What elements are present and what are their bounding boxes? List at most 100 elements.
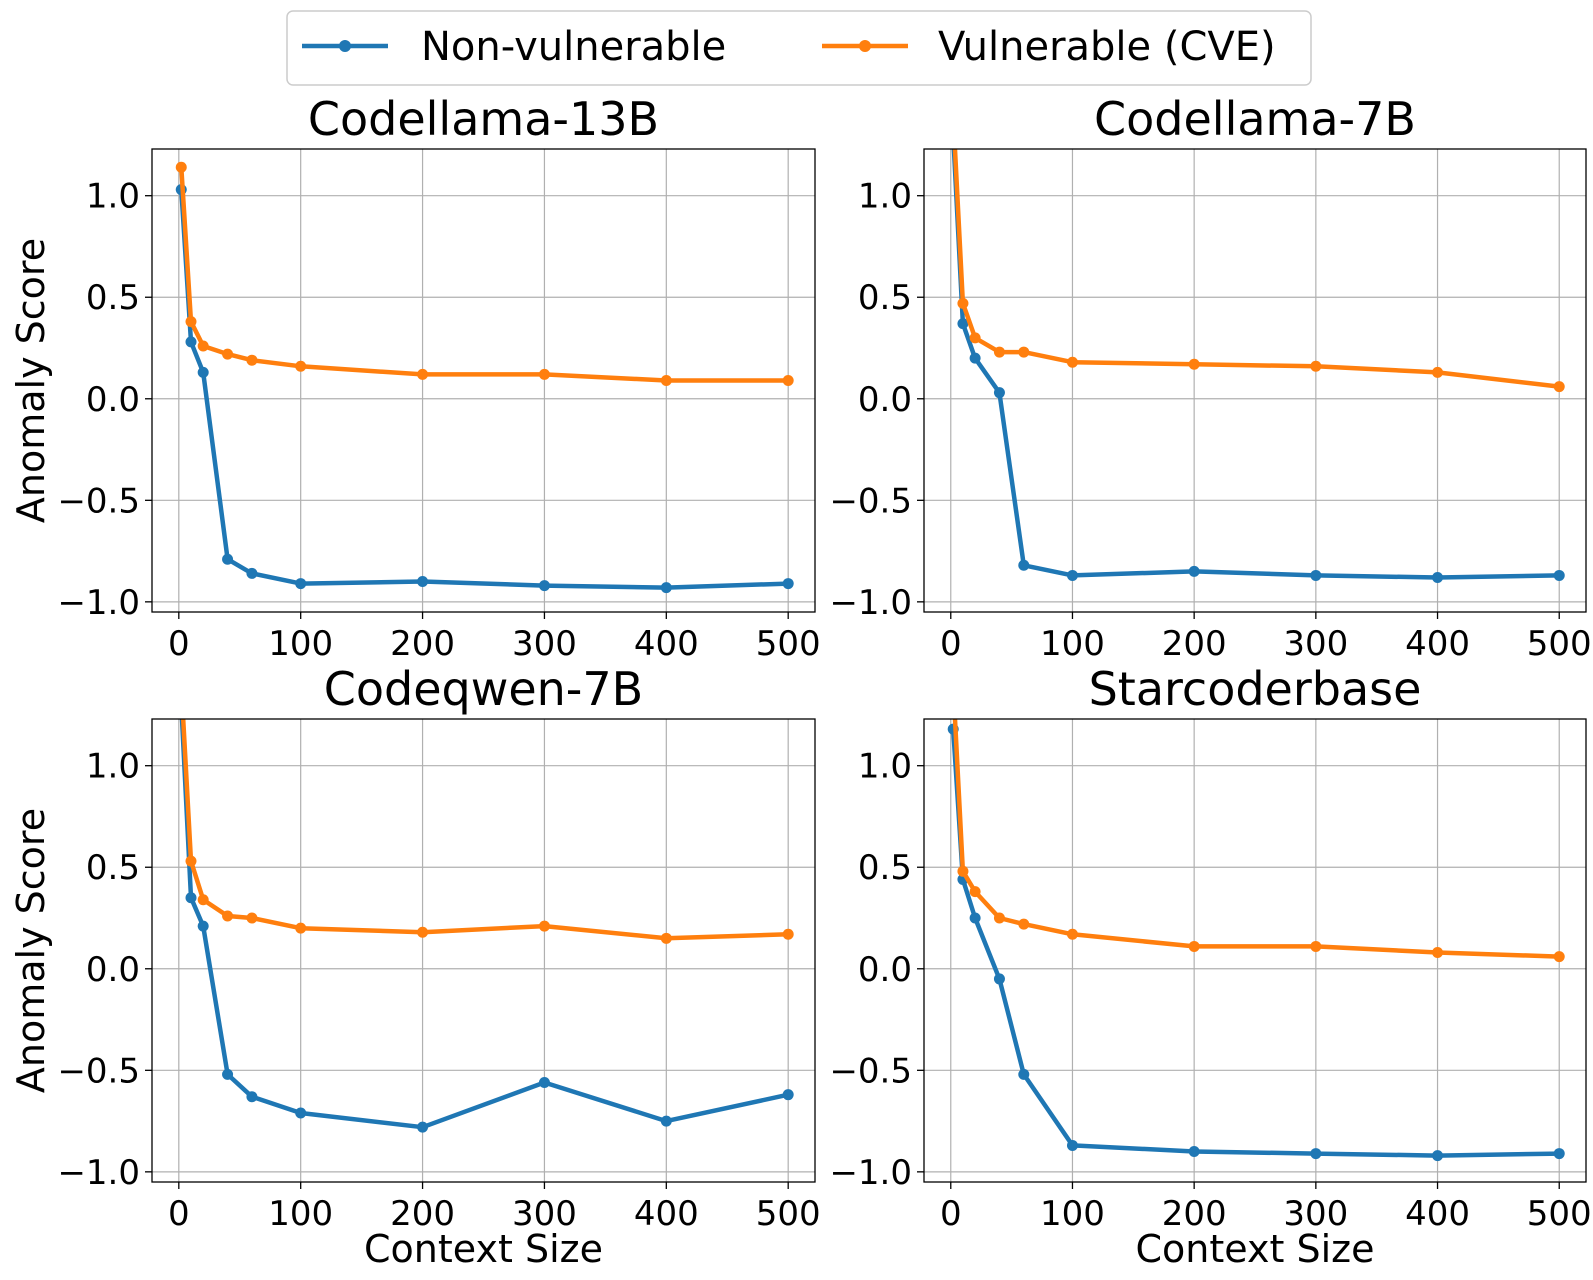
y-tick-label: −1.0 — [829, 583, 912, 623]
y-tick-label: −0.5 — [829, 1051, 912, 1091]
subplot-starcoderbase: 0 100 200 300 400 500 −1.0 −0.5 0.0 0.5 1.0 Starcod… — [829, 662, 1591, 1271]
y-tick-label: −0.5 — [829, 481, 912, 521]
data-point-non-vulnerable — [660, 1115, 672, 1127]
x-tick-label: 100 — [268, 624, 333, 664]
data-point-vulnerable-cve — [176, 679, 187, 690]
data-point-vulnerable-cve — [993, 912, 1005, 924]
data-point-vulnerable-cve — [295, 360, 307, 372]
data-point-non-vulnerable — [538, 1076, 550, 1088]
subplot-title: Codellama-13B — [308, 92, 659, 146]
data-point-vulnerable-cve — [957, 297, 969, 309]
data-point-non-vulnerable — [969, 352, 981, 364]
series-vulnerable-cve — [175, 161, 794, 386]
y-tick-label: 0.0 — [858, 380, 912, 420]
x-tick-label: 0 — [168, 1194, 190, 1234]
data-point-vulnerable-cve — [417, 368, 429, 380]
data-point-vulnerable-cve — [969, 332, 981, 344]
data-point-non-vulnerable — [295, 578, 307, 590]
x-tick-label: 400 — [1405, 1194, 1470, 1234]
series-line-non-vulnerable — [951, 149, 1560, 580]
plot-frame — [923, 148, 1587, 613]
data-point-non-vulnerable — [1018, 559, 1030, 571]
data-point-vulnerable-cve — [538, 920, 550, 932]
x-tick-label: 400 — [1405, 624, 1470, 664]
data-point-non-vulnerable — [197, 366, 209, 378]
x-tick-label: 400 — [634, 624, 699, 664]
data-point-vulnerable-cve — [1066, 928, 1078, 940]
y-tick-label: −1.0 — [829, 1153, 912, 1193]
y-axis-label: Anomaly Score — [9, 808, 53, 1093]
data-point-vulnerable-cve — [1432, 366, 1444, 378]
plot-frame — [151, 718, 816, 1183]
data-point-vulnerable-cve — [1310, 940, 1322, 952]
data-point-non-vulnerable — [1066, 1139, 1078, 1151]
subplot-codeqwen-7b: 0 100 200 300 400 500 −1.0 −0.5 0.0 0.5 1.0 Codeqwe… — [9, 662, 821, 1271]
subplot-codellama-13b: 0 100 200 300 400 500 −1.0 −0.5 0.0 0.5 1.0 Codella… — [9, 92, 821, 664]
data-point-non-vulnerable — [993, 973, 1005, 985]
legend-label-non-vulnerable: Non-vulnerable — [421, 24, 726, 70]
data-point-non-vulnerable — [1553, 1148, 1565, 1160]
data-point-vulnerable-cve — [957, 865, 969, 877]
data-point-vulnerable-cve — [1188, 358, 1200, 370]
legend: Non-vulnerable Vulnerable (CVE) — [286, 10, 1312, 86]
data-point-non-vulnerable — [782, 1089, 794, 1101]
y-tick-label: −1.0 — [57, 1153, 140, 1193]
y-tick-label: −0.5 — [57, 481, 140, 521]
data-point-vulnerable-cve — [295, 922, 307, 934]
data-point-non-vulnerable — [185, 336, 197, 348]
data-point-non-vulnerable — [1310, 1148, 1322, 1160]
x-tick-label: 0 — [168, 624, 190, 664]
series-non-vulnerable — [951, 149, 1565, 583]
x-tick-label: 300 — [512, 624, 577, 664]
series-line-vulnerable-cve — [180, 719, 789, 941]
series-line-vulnerable-cve — [952, 149, 1560, 389]
data-point-non-vulnerable — [1553, 569, 1565, 581]
subplot-codellama-7b: 0 100 200 300 400 500 −1.0 −0.5 0.0 0.5 1.0 Codella… — [829, 92, 1591, 664]
y-tick-label: 0.0 — [86, 380, 140, 420]
data-point-vulnerable-cve — [1310, 360, 1322, 372]
y-tick-label: 0.5 — [858, 848, 912, 888]
y-tick-label: 0.5 — [86, 848, 140, 888]
plot-frame — [151, 148, 816, 613]
x-tick-label: 300 — [512, 1194, 577, 1234]
data-point-non-vulnerable — [1432, 571, 1444, 583]
data-point-vulnerable-cve — [185, 855, 197, 867]
y-tick-label: 1.0 — [858, 177, 912, 217]
data-point-non-vulnerable — [222, 553, 234, 565]
series-vulnerable-cve — [952, 719, 1565, 963]
data-point-vulnerable-cve — [660, 932, 672, 944]
series-line-non-vulnerable — [179, 719, 789, 1130]
y-axis-label: Anomaly Score — [9, 238, 53, 523]
data-point-vulnerable-cve — [1432, 947, 1444, 959]
series-vulnerable-cve — [952, 149, 1565, 393]
data-point-non-vulnerable — [1188, 1146, 1200, 1158]
x-tick-label: 100 — [268, 1194, 333, 1234]
data-point-vulnerable-cve — [993, 346, 1005, 358]
y-tick-label: −1.0 — [57, 583, 140, 623]
data-point-non-vulnerable — [1310, 569, 1322, 581]
x-tick-label: 300 — [1283, 624, 1348, 664]
x-tick-label: 500 — [756, 624, 821, 664]
data-point-vulnerable-cve — [246, 354, 258, 366]
data-point-vulnerable-cve — [197, 894, 209, 906]
data-point-vulnerable-cve — [782, 375, 794, 386]
x-tick-label: 200 — [390, 1194, 455, 1234]
data-point-vulnerable-cve — [222, 910, 234, 922]
data-point-non-vulnerable — [1432, 1150, 1444, 1162]
data-point-vulnerable-cve — [417, 926, 429, 938]
plot-frame — [923, 718, 1587, 1183]
x-tick-label: 400 — [634, 1194, 699, 1234]
data-point-non-vulnerable — [1018, 1068, 1030, 1080]
data-point-non-vulnerable — [1188, 565, 1200, 577]
data-point-non-vulnerable — [197, 920, 209, 932]
data-point-vulnerable-cve — [1553, 951, 1565, 963]
x-tick-label: 200 — [1162, 1194, 1227, 1234]
data-point-non-vulnerable — [295, 1107, 307, 1119]
data-point-vulnerable-cve — [185, 316, 197, 328]
data-point-vulnerable-cve — [246, 912, 258, 924]
data-point-vulnerable-cve — [1553, 381, 1565, 393]
y-tick-label: −0.5 — [57, 1051, 140, 1091]
data-point-non-vulnerable — [176, 699, 187, 710]
y-tick-label: 1.0 — [86, 747, 140, 787]
